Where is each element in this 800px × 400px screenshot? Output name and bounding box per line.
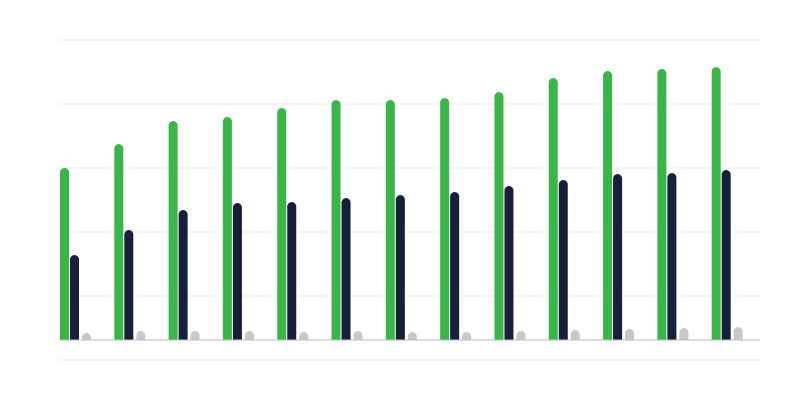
bar <box>721 170 731 340</box>
bar <box>168 121 178 340</box>
bar <box>679 328 689 340</box>
bar <box>657 69 667 340</box>
bar <box>244 331 254 340</box>
bar <box>287 202 297 340</box>
bar <box>407 332 417 340</box>
bar <box>331 100 341 340</box>
bar <box>395 195 405 340</box>
bar <box>504 186 514 340</box>
bar <box>733 327 743 340</box>
bar <box>385 100 395 340</box>
bar <box>440 98 450 340</box>
bar <box>667 173 677 340</box>
bar <box>516 331 526 340</box>
bar <box>570 330 580 340</box>
bars <box>60 67 743 340</box>
bar <box>124 230 134 340</box>
bar <box>222 117 232 340</box>
bar <box>60 168 69 340</box>
bar <box>299 332 309 340</box>
bar <box>178 210 188 340</box>
bar <box>603 71 613 340</box>
bar <box>232 203 242 340</box>
bar <box>353 331 363 340</box>
bar <box>548 78 558 340</box>
bar <box>625 329 635 340</box>
bar <box>114 144 124 340</box>
bar <box>462 332 472 340</box>
bar <box>450 192 460 340</box>
bar <box>613 174 623 340</box>
bar <box>277 108 287 340</box>
bar <box>341 198 351 340</box>
bar <box>70 255 79 340</box>
bar <box>190 331 200 340</box>
bar <box>558 180 568 340</box>
bar <box>494 92 504 340</box>
bar <box>136 331 146 340</box>
bar <box>711 67 721 340</box>
grid <box>60 39 760 361</box>
bar <box>82 333 91 340</box>
